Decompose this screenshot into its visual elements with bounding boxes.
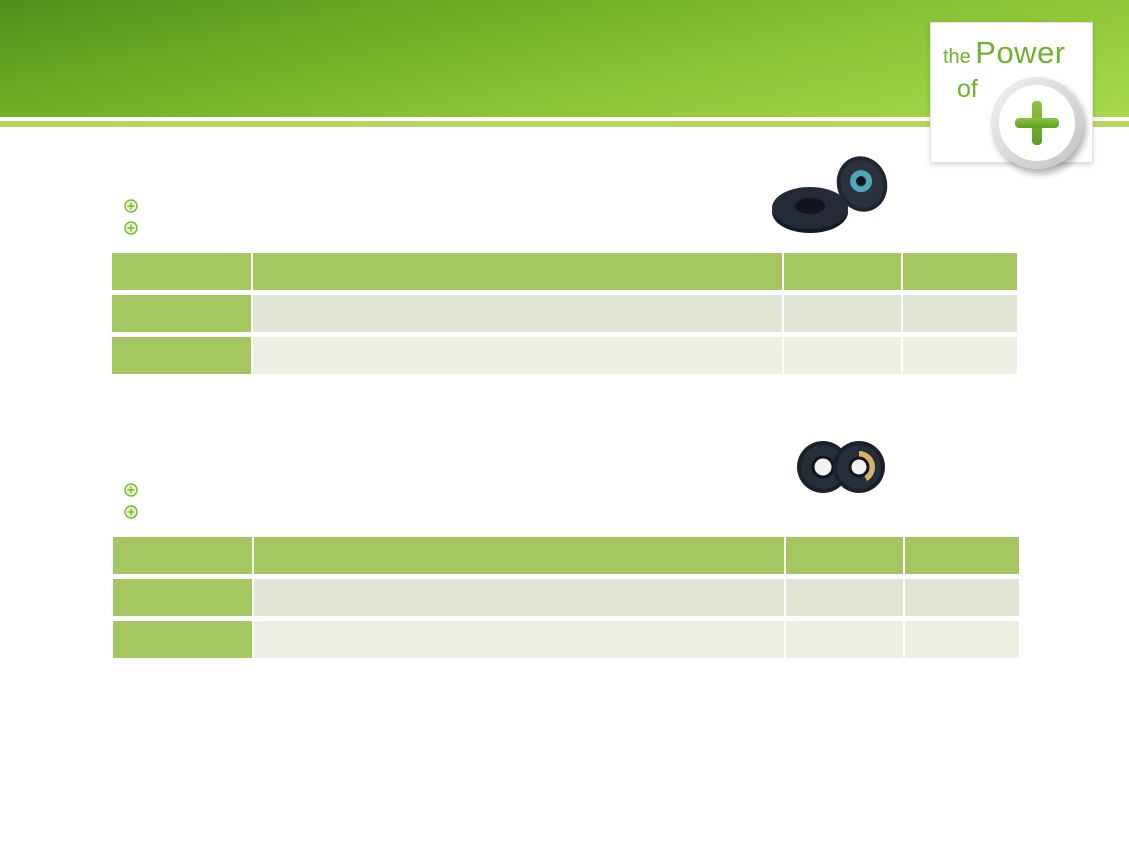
power-of-plus-logo: the Power of [930, 22, 1093, 169]
table-cell [903, 337, 1017, 374]
table-header-cell [253, 253, 782, 290]
table-header-cell [786, 537, 903, 574]
table-cell [254, 579, 784, 616]
table-header-cell [903, 253, 1017, 290]
table-cell [784, 337, 901, 374]
table-cell [905, 621, 1019, 658]
table-row-label-cell [113, 579, 252, 616]
table-header-cell [784, 253, 901, 290]
bullet-item [124, 220, 144, 235]
table-cell [786, 579, 903, 616]
plus-badge [991, 77, 1083, 169]
bullet-plus-icon [124, 504, 138, 519]
bullet-plus-icon [124, 482, 138, 497]
header-accent-strip [0, 121, 1129, 127]
table-header-cell [112, 253, 251, 290]
bullet-item [124, 482, 144, 497]
logo-text-line1: the Power [943, 35, 1066, 71]
logo-of-text: of [957, 75, 978, 103]
table-cell [903, 295, 1017, 332]
product-table-1 [112, 253, 1017, 374]
table-row-label-cell [113, 621, 252, 658]
table-row-label-cell [112, 295, 251, 332]
table-header-cell [905, 537, 1019, 574]
bullet-item [124, 504, 144, 519]
bullet-item [124, 198, 144, 213]
plus-icon [999, 85, 1075, 161]
table-cell [253, 295, 782, 332]
table-cell [253, 337, 782, 374]
table-row-label-cell [112, 337, 251, 374]
table-cell [784, 295, 901, 332]
logo-power-text: Power [975, 35, 1066, 70]
table-cell [786, 621, 903, 658]
table-header-cell [254, 537, 784, 574]
table-cell [905, 579, 1019, 616]
logo-the-text: the [943, 46, 971, 68]
bullet-plus-icon [124, 198, 138, 213]
product-image-ribbon-spool [770, 148, 898, 240]
product-image-twin-spool [795, 433, 891, 501]
product-table-2 [113, 537, 1019, 658]
bullet-plus-icon [124, 220, 138, 235]
table-cell [254, 621, 784, 658]
table-header-cell [113, 537, 252, 574]
